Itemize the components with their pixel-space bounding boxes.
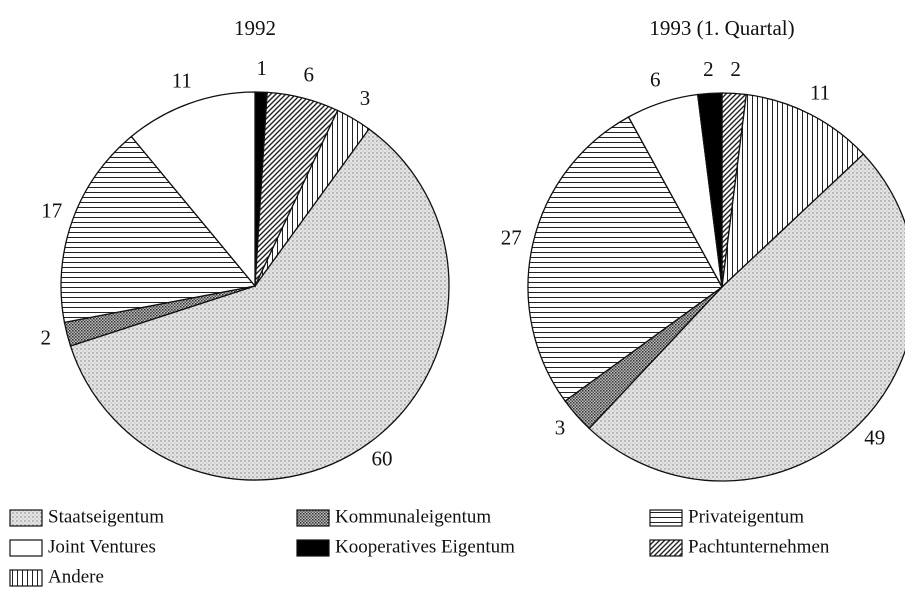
- slice-label: 2: [703, 57, 714, 81]
- slice-label: 1: [257, 56, 268, 80]
- slice-label: 17: [41, 199, 62, 223]
- pie-slice: [130, 91, 256, 288]
- legend-label: Privateigentum: [688, 506, 804, 527]
- legend-swatch: [296, 539, 330, 557]
- legend-swatch: [9, 509, 43, 527]
- legend-label: Pachtunternehmen: [688, 536, 830, 557]
- legend-label: Joint Ventures: [48, 536, 156, 557]
- chart-title: 1992: [234, 16, 276, 40]
- slice-label: 3: [360, 86, 371, 110]
- chart-title: 1993 (1. Quartal): [649, 16, 794, 40]
- pie-slice: [60, 135, 257, 324]
- slice-label: 6: [303, 63, 314, 87]
- pie-slice: [69, 128, 450, 481]
- slice-label: 2: [730, 57, 741, 81]
- legend-label: Kooperatives Eigentum: [335, 536, 515, 557]
- legend-swatch: [296, 509, 330, 527]
- legend-swatch: [649, 539, 683, 557]
- pie-slice: [527, 116, 723, 402]
- pie-slice: [588, 153, 905, 482]
- slice-label: 27: [501, 226, 522, 250]
- pie-slice: [696, 92, 723, 288]
- legend-label: Kommunaleigentum: [335, 506, 491, 527]
- slice-label: 11: [810, 80, 830, 104]
- slice-label: 6: [650, 67, 661, 91]
- legend-label: Staatseigentum: [48, 506, 164, 527]
- slice-label: 60: [371, 447, 392, 471]
- slice-label: 49: [864, 426, 885, 450]
- slice-label: 2: [41, 326, 52, 350]
- legend-label: Andere: [48, 566, 104, 587]
- pie-slice: [721, 93, 865, 289]
- legend-swatch: [9, 569, 43, 587]
- legend-swatch: [649, 509, 683, 527]
- slice-label: 3: [555, 416, 566, 440]
- legend-swatch: [9, 539, 43, 557]
- slice-label: 11: [172, 69, 192, 93]
